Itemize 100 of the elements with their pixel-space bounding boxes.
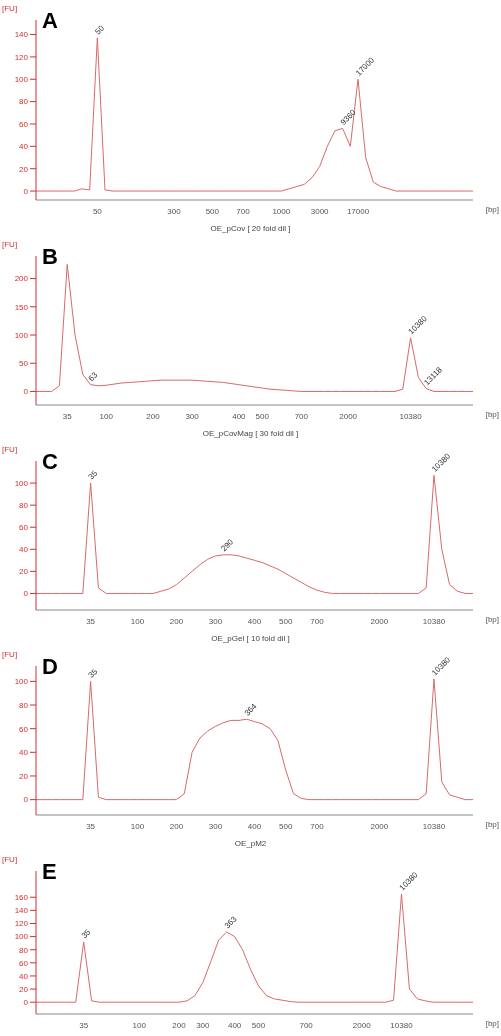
annotation: 63	[86, 370, 100, 384]
y-tick-label: 0	[23, 387, 29, 397]
y-tick-label: 120	[14, 52, 29, 62]
annotation: 290	[219, 537, 236, 554]
x-axis-title: [bp]	[485, 1019, 499, 1028]
y-axis-title: [FU]	[2, 855, 18, 864]
x-tick-label: 2000	[339, 411, 358, 421]
x-tick-label: 50	[92, 206, 103, 216]
y-tick-label: 60	[19, 523, 29, 533]
x-tick-label: 2000	[370, 821, 389, 831]
x-tick-label: 500	[279, 821, 293, 831]
annotation: E	[42, 859, 57, 885]
x-tick-label: 2000	[352, 1020, 372, 1030]
x-tick-label: 500	[255, 411, 270, 421]
annotation: 35	[86, 666, 100, 680]
y-tick-label: 20	[19, 164, 29, 174]
x-tick-label: 400	[247, 821, 262, 831]
x-tick-label: 35	[62, 411, 73, 421]
annotation: A	[42, 8, 58, 34]
x-tick-label: 500	[279, 616, 293, 626]
y-tick-label: 140	[14, 906, 29, 916]
y-tick-label: 40	[19, 748, 29, 758]
chart-title: OE_pCov [ 20 fold dil ]	[209, 223, 292, 235]
y-tick-label: 0	[23, 795, 29, 805]
x-tick-label: 17000	[346, 206, 370, 216]
x-tick-label: 400	[232, 411, 247, 421]
x-tick-label: 700	[236, 206, 251, 216]
y-tick-label: 60	[19, 119, 29, 129]
x-tick-label: 1000	[272, 206, 291, 216]
y-tick-label: 60	[19, 958, 29, 968]
x-tick-label: 400	[247, 616, 262, 626]
y-tick-label: 40	[19, 545, 29, 555]
y-tick-label: 0	[23, 186, 29, 196]
y-tick-label: 20	[19, 984, 29, 994]
x-tick-label: 35	[79, 1020, 89, 1030]
y-axis-title: [FU]	[2, 650, 18, 659]
x-tick-label: 300	[208, 821, 223, 831]
y-tick-label: 200	[14, 274, 29, 284]
x-tick-label: 700	[310, 616, 325, 626]
annotation: 363	[222, 914, 239, 931]
annotation: C	[42, 449, 58, 475]
x-tick-label: 3000	[310, 206, 330, 216]
chart-title: OE_pCovMag [ 30 fold dil ]	[201, 428, 300, 440]
y-tick-label: 40	[19, 142, 29, 152]
x-tick-label: 200	[169, 616, 184, 626]
y-tick-label: 100	[14, 677, 29, 687]
y-tick-label: 120	[14, 919, 29, 929]
chart-title: OE_pGel [ 10 fold dil ]	[210, 633, 291, 645]
line-series	[35, 678, 474, 801]
annotation: B	[42, 244, 58, 270]
x-tick-label: 100	[99, 411, 114, 421]
x-tick-label: 300	[196, 1020, 211, 1030]
x-tick-label: 100	[130, 821, 145, 831]
y-tick-label: 150	[14, 302, 29, 312]
x-tick-label: 200	[172, 1020, 187, 1030]
x-tick-label: 200	[169, 821, 184, 831]
x-tick-label: 300	[167, 206, 182, 216]
x-tick-label: 400	[227, 1020, 242, 1030]
x-tick-label: 300	[185, 411, 200, 421]
y-tick-label: 80	[19, 97, 29, 107]
y-axis-title: [FU]	[2, 4, 18, 13]
x-tick-label: 10380	[422, 616, 446, 626]
y-tick-label: 40	[19, 971, 29, 981]
y-tick-label: 100	[14, 330, 29, 340]
x-tick-label: 500	[205, 206, 220, 216]
y-tick-label: 100	[14, 478, 29, 488]
y-tick-label: 0	[23, 589, 29, 599]
y-tick-label: 80	[19, 500, 29, 510]
y-tick-label: 20	[19, 567, 29, 577]
x-tick-label: 700	[294, 411, 309, 421]
x-tick-label: 100	[132, 1020, 147, 1030]
x-axis-title: [bp]	[485, 820, 499, 829]
line-series	[35, 893, 474, 1003]
x-axis-title: [bp]	[485, 205, 499, 214]
y-tick-label: 20	[19, 771, 29, 781]
chart-title: OE_pM2	[233, 838, 268, 850]
y-axis-title: [FU]	[2, 240, 18, 249]
x-axis-title: [bp]	[485, 410, 499, 419]
x-tick-label: 10380	[399, 411, 423, 421]
x-tick-label: 100	[130, 616, 145, 626]
annotation: 35	[79, 927, 93, 941]
x-tick-label: 10380	[422, 821, 446, 831]
x-tick-label: 2000	[370, 616, 389, 626]
y-tick-label: 50	[19, 359, 29, 369]
annotation: 35	[86, 468, 100, 482]
y-tick-label: 60	[19, 724, 29, 734]
y-tick-label: 80	[19, 945, 29, 955]
annotation: D	[42, 654, 58, 680]
y-tick-label: 140	[14, 30, 29, 40]
y-tick-label: 100	[14, 932, 29, 942]
x-tick-label: 200	[146, 411, 161, 421]
x-tick-label: 700	[310, 821, 325, 831]
annotation: 364	[242, 701, 259, 718]
x-tick-label: 35	[86, 821, 96, 831]
y-tick-label: 100	[14, 75, 29, 85]
x-tick-label: 35	[86, 616, 96, 626]
y-tick-label: 80	[19, 700, 29, 710]
annotation: 50	[93, 23, 107, 37]
x-tick-label: 500	[251, 1020, 266, 1030]
y-tick-label: 160	[14, 893, 29, 903]
